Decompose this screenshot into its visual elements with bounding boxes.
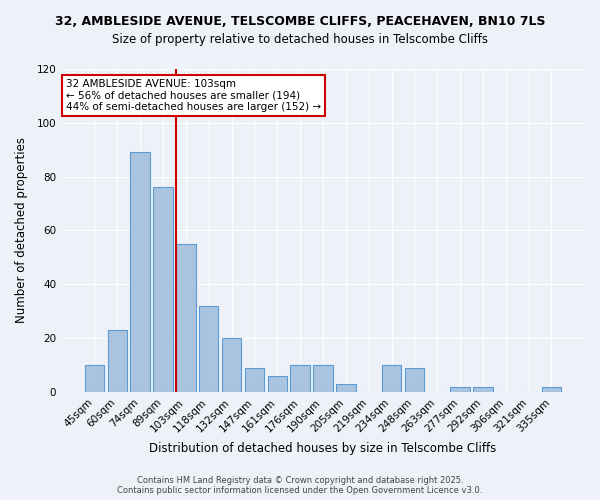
Bar xyxy=(268,376,287,392)
Bar xyxy=(290,365,310,392)
Bar xyxy=(542,386,561,392)
Bar xyxy=(107,330,127,392)
Bar xyxy=(222,338,241,392)
Text: Size of property relative to detached houses in Telscombe Cliffs: Size of property relative to detached ho… xyxy=(112,32,488,46)
Bar xyxy=(404,368,424,392)
Y-axis label: Number of detached properties: Number of detached properties xyxy=(15,138,28,324)
Bar xyxy=(154,188,173,392)
Bar xyxy=(336,384,356,392)
Bar xyxy=(130,152,150,392)
Bar xyxy=(176,244,196,392)
Text: 32, AMBLESIDE AVENUE, TELSCOMBE CLIFFS, PEACEHAVEN, BN10 7LS: 32, AMBLESIDE AVENUE, TELSCOMBE CLIFFS, … xyxy=(55,15,545,28)
Bar xyxy=(382,365,401,392)
Bar xyxy=(85,365,104,392)
Bar xyxy=(473,386,493,392)
Bar xyxy=(451,386,470,392)
Bar xyxy=(245,368,264,392)
X-axis label: Distribution of detached houses by size in Telscombe Cliffs: Distribution of detached houses by size … xyxy=(149,442,497,455)
Text: Contains HM Land Registry data © Crown copyright and database right 2025.
Contai: Contains HM Land Registry data © Crown c… xyxy=(118,476,482,495)
Text: 32 AMBLESIDE AVENUE: 103sqm
← 56% of detached houses are smaller (194)
44% of se: 32 AMBLESIDE AVENUE: 103sqm ← 56% of det… xyxy=(66,78,322,112)
Bar xyxy=(313,365,332,392)
Bar xyxy=(199,306,218,392)
